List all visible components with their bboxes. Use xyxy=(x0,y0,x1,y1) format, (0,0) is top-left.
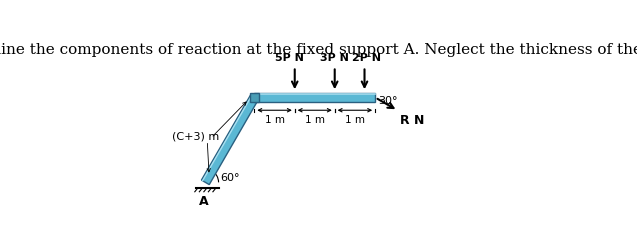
Text: Determine the components of reaction at the fixed support A. Neglect the thickne: Determine the components of reaction at … xyxy=(0,43,637,57)
Text: A: A xyxy=(199,195,208,208)
Text: 1 m: 1 m xyxy=(304,115,325,125)
Polygon shape xyxy=(254,93,375,102)
Text: 5P N: 5P N xyxy=(275,53,303,63)
Polygon shape xyxy=(201,95,259,185)
Text: 2P N: 2P N xyxy=(352,53,381,63)
Text: 1 m: 1 m xyxy=(264,115,285,125)
Text: 1 m: 1 m xyxy=(345,115,365,125)
Text: 30°: 30° xyxy=(378,96,397,106)
Text: 60°: 60° xyxy=(220,173,240,183)
Text: (C+3) m: (C+3) m xyxy=(172,131,220,141)
Text: 3P N: 3P N xyxy=(320,53,349,63)
Text: R N: R N xyxy=(400,114,424,127)
Polygon shape xyxy=(250,93,259,102)
